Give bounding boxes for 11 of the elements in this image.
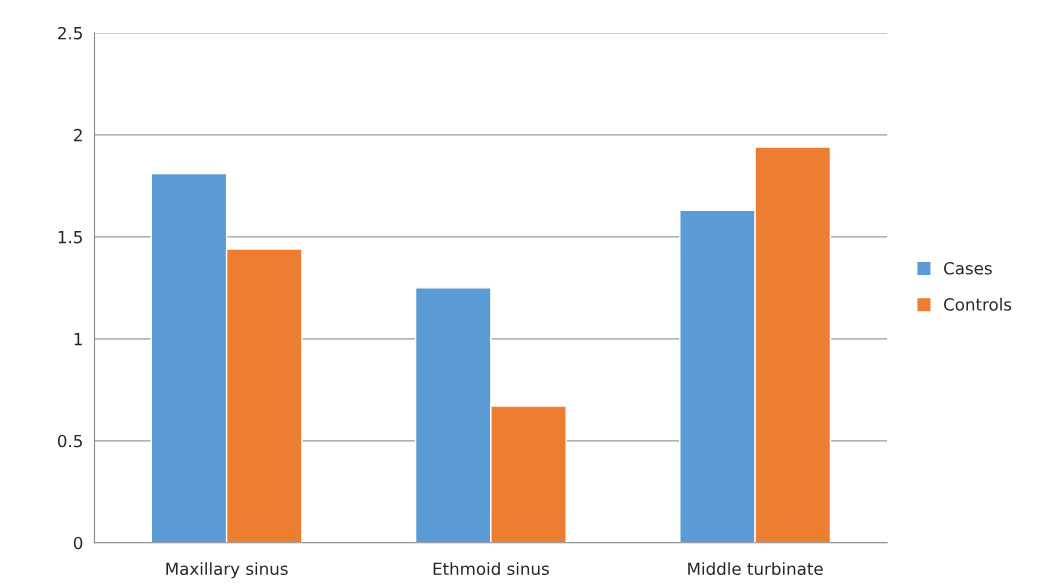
x-tick-label: Middle turbinate bbox=[688, 562, 823, 576]
y-tick-label: 2.5 bbox=[58, 26, 82, 40]
y-tick-label: 2 bbox=[74, 128, 82, 142]
y-tick-label: 0.5 bbox=[57, 434, 82, 448]
x-tick-label: Maxillary sinus bbox=[166, 562, 288, 579]
legend-label: Controls bbox=[944, 297, 1012, 311]
y-tick-label: 0 bbox=[73, 536, 83, 550]
legend-label: Cases bbox=[944, 261, 992, 275]
y-tick-label: 1.5 bbox=[58, 231, 82, 244]
x-tick-label: Ethmoid sinus bbox=[433, 562, 549, 576]
y-tick-label: 1 bbox=[74, 332, 82, 346]
